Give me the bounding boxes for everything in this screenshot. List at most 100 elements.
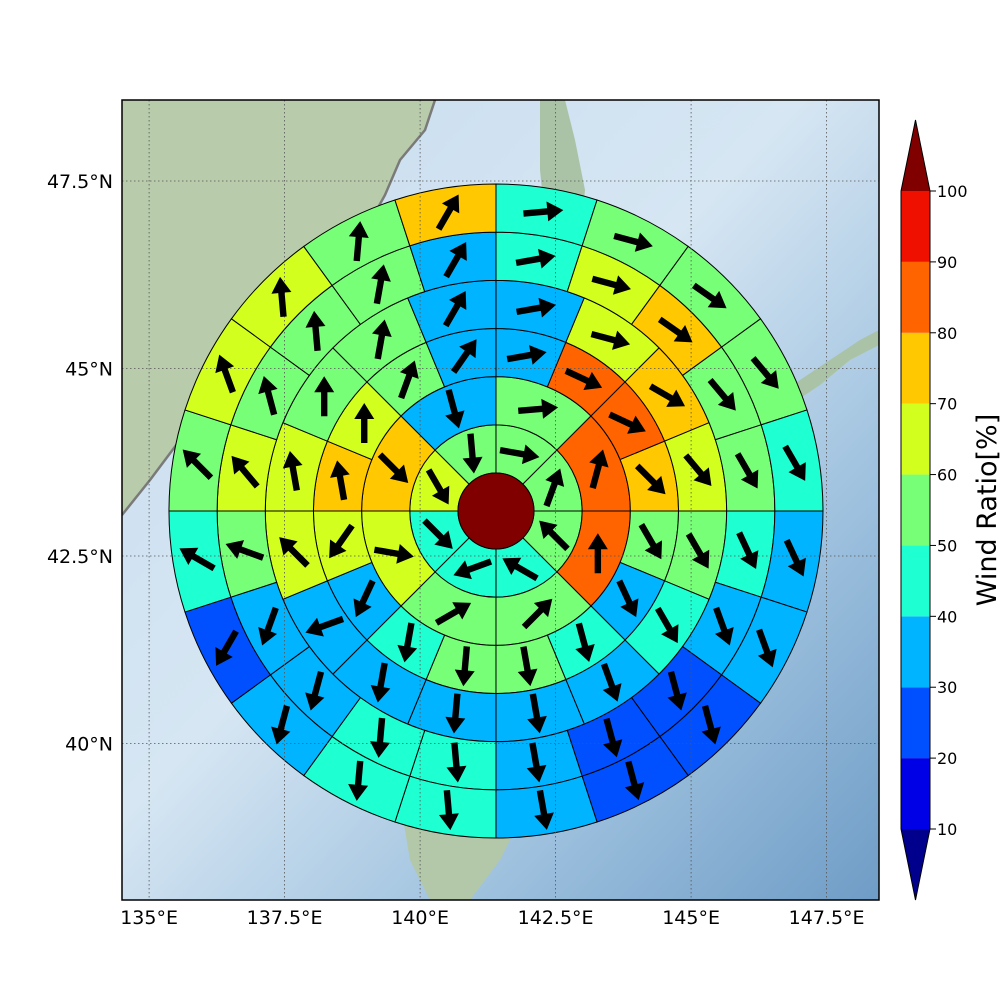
wind-ratio-sectors: [168, 183, 824, 839]
longitude-tick-labels: 135°E 137.5°E 140°E 142.5°E 145°E 147.5°E: [120, 907, 864, 929]
wind-arrow-58: [526, 742, 547, 783]
wind-arrow-71: [691, 282, 727, 309]
wind-arrow-74: [783, 538, 806, 577]
lat-tick-label: 42.5°N: [47, 546, 113, 568]
wind-arrow-56: [667, 670, 687, 711]
colorbar-tick-label: 90: [937, 253, 957, 272]
colorbar-tick-label: 70: [937, 395, 957, 414]
wind-arrow-24: [517, 646, 538, 687]
wind-arrow-39: [600, 662, 622, 702]
wind-arrow-4: [502, 557, 539, 582]
lat-tick-label: 45°N: [65, 359, 113, 381]
colorbar-tick-label: 10: [937, 820, 957, 839]
wind-arrow-47: [372, 319, 392, 360]
lon-tick-label: 135°E: [120, 907, 178, 929]
wind-arrow-29: [330, 460, 350, 501]
wind-arrow-31: [398, 360, 419, 400]
wind-arrow-3: [539, 520, 570, 552]
wind-arrow-43: [305, 615, 345, 637]
wind-arrow-79: [438, 789, 459, 831]
colorbar-tick-label: 20: [937, 749, 957, 768]
wind-arrow-69: [523, 201, 564, 222]
wind-arrow-48: [442, 291, 467, 328]
wind-arrow-82: [215, 629, 239, 666]
wind-arrow-11: [587, 533, 608, 574]
wind-arrow-80: [348, 760, 369, 801]
wind-arrow-26: [397, 622, 418, 663]
wind-arrow-21: [638, 522, 663, 560]
wind-arrow-20: [634, 463, 666, 495]
wind-arrow-86: [271, 276, 292, 318]
colorbar-segment-7: [901, 332, 930, 404]
wind-arrow-12: [521, 598, 553, 630]
colorbar-segment-6: [901, 403, 930, 475]
wind-arrow-6: [422, 518, 453, 549]
wind-arrow-76: [701, 705, 721, 745]
wind-arrow-59: [446, 742, 467, 783]
wind-arrow-78: [534, 789, 554, 830]
graticule: [122, 100, 879, 900]
lon-tick-label: 147.5°E: [789, 907, 865, 929]
wind-arrow-38: [654, 606, 679, 644]
wind-arrow-23: [575, 622, 595, 663]
colorbar-tick-label: 100: [937, 182, 968, 201]
colorbar-label: Wind Ratio[%]: [972, 414, 1000, 606]
latitude-tick-labels: 47.5°N 45°N 42.5°N 40°N: [47, 171, 113, 756]
wind-arrow-55: [713, 606, 734, 646]
colorbar-tick-label: 30: [937, 678, 957, 697]
colorbar-segment-8: [901, 261, 930, 333]
wind-arrow-33: [516, 297, 556, 318]
wind-arrow-16: [445, 388, 465, 429]
colorbar-segment-2: [901, 687, 930, 759]
wind-arrow-36: [683, 453, 712, 487]
wind-arrow-88: [435, 194, 460, 231]
wind-arrow-63: [225, 540, 265, 561]
wind-arrow-34: [590, 330, 631, 350]
wind-arrow-87: [348, 221, 369, 262]
colorbar-segment-1: [901, 758, 930, 829]
wind-arrow-27: [353, 579, 376, 618]
wind-arrow-28: [329, 523, 355, 559]
colorbar: 10 20 30 40 50 60 70 80 90 100: [900, 119, 968, 901]
wind-arrow-70: [613, 232, 653, 252]
wind-arrow-32: [450, 339, 477, 374]
map-frame: [121, 99, 880, 901]
lat-tick-label: 47.5°N: [47, 171, 113, 193]
wind-arrow-51: [657, 316, 693, 343]
wind-arrow-30: [354, 402, 375, 443]
wind-arrow-17: [506, 345, 547, 365]
wind-arrow-57: [603, 717, 623, 758]
wind-arrow-10: [589, 449, 609, 489]
lat-tick-label: 40°N: [65, 734, 113, 756]
wind-arrow-84: [182, 449, 214, 481]
colorbar-under-extension: [901, 829, 930, 900]
wind-arrow-67: [371, 264, 391, 305]
wind-arrow-54: [736, 531, 759, 569]
colorbar-tick-label: 80: [937, 324, 957, 343]
wind-arrow-19: [608, 411, 646, 434]
center-circle: [457, 472, 535, 550]
wind-arrow-72: [750, 356, 779, 389]
wind-arrow-49: [515, 248, 556, 269]
wind-arrow-22: [616, 579, 639, 618]
wind-arrow-1: [499, 444, 540, 465]
wind-arrow-41: [445, 693, 466, 734]
lon-tick-label: 145°E: [662, 907, 720, 929]
wind-arrow-50: [591, 275, 631, 295]
wind-arrow-37: [685, 532, 710, 569]
colorbar-segment-3: [901, 616, 930, 688]
lon-tick-label: 137.5°E: [247, 907, 323, 929]
wind-arrow-77: [624, 760, 645, 801]
wind-arrow-8: [462, 433, 483, 474]
wind-arrow-68: [443, 242, 467, 279]
wind-arrow-61: [305, 670, 325, 711]
wind-arrow-18: [564, 367, 603, 391]
wind-arrow-83: [179, 547, 216, 572]
wind-arrow-81: [271, 705, 291, 745]
wind-arrow-53: [734, 452, 759, 489]
wind-arrow-9: [517, 398, 559, 419]
lon-tick-label: 142.5°E: [518, 907, 594, 929]
wind-arrow-13: [434, 602, 472, 626]
wind-arrow-35: [648, 383, 686, 407]
